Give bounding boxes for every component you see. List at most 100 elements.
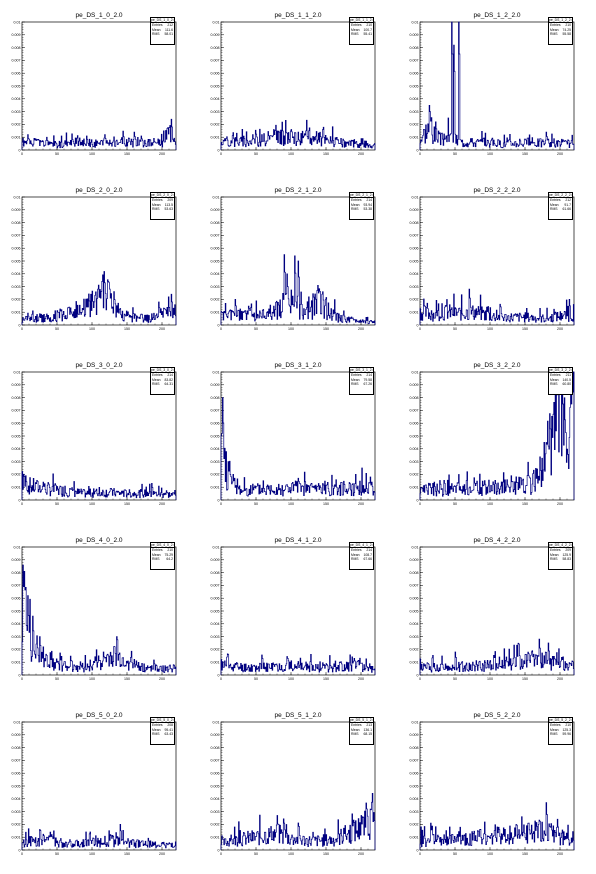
stats-value: 100.7 [363,27,373,32]
stats-value: 213 [366,723,372,728]
x-tick-label: 50 [254,852,258,856]
y-tick-label: 0.001 [12,486,21,490]
y-tick-label: 0.005 [211,784,220,788]
y-tick-label: 0.009 [211,733,220,737]
histogram-panel: pe_DS_3_1_2.0 0 0.001 0.002 0.003 0.004 0.005 0… [199,350,397,524]
stats-value: 113.5 [164,202,173,207]
y-tick-label: 0.007 [211,234,220,238]
y-tick-label: 0.005 [12,84,21,88]
x-tick-label: 50 [254,502,258,506]
stats-value: 208 [167,723,173,728]
y-tick-label: 0.005 [410,84,419,88]
y-tick-label: 0.008 [12,746,21,750]
x-tick-label: 200 [557,152,563,156]
histogram-series [419,802,575,850]
stats-title: pe_DS_2_0_2.0 [151,193,174,199]
stats-row-mean: Mean 93.94 [350,203,373,207]
chart-title: pe_DS_1_1_2.0 [274,12,322,19]
x-tick-label: 150 [323,677,329,681]
y-tick-label: 0 [218,848,220,852]
stats-value: 209 [167,198,173,203]
histogram-series [419,21,575,150]
y-tick-label: 0.01 [14,545,21,549]
stats-label: Entries [550,723,561,728]
histogram-series [21,564,177,675]
x-tick-label: 50 [254,327,258,331]
stats-value: 67.26 [363,381,373,386]
stats-value: 210 [565,723,571,728]
stats-value: 209 [565,548,571,553]
x-tick-label: 200 [159,327,165,331]
x-tick-label: 150 [124,152,130,156]
y-tick-label: 0.01 [412,20,419,24]
stats-value: 91.7 [564,202,571,207]
stats-label: Mean [550,202,559,207]
x-tick-label: 200 [159,677,165,681]
y-tick-label: 0.007 [410,409,419,413]
y-tick-label: 0.004 [211,622,220,626]
stats-row-mean: Mean 111.6 [151,28,174,32]
stats-label: RMS [152,381,160,386]
stats-value: 214 [366,548,372,553]
x-tick-label: 0 [220,502,222,506]
y-tick-label: 0.002 [12,823,21,827]
y-tick-label: 0.009 [12,733,21,737]
x-tick-label: 150 [124,502,130,506]
stats-row-mean: Mean 140.5 [549,378,572,382]
y-tick-label: 0.003 [410,460,419,464]
histogram-panel: pe_DS_1_2_2.0 0 0.001 0.002 0.003 0.004 0.005 0… [398,0,596,174]
stats-value: 59.96 [562,731,572,736]
y-tick-label: 0.004 [12,272,21,276]
x-tick-label: 100 [89,152,95,156]
stats-box: pe_DS_4_2_2.0 Entries 209 Mean 125.9 RMS 58.83 [548,542,573,570]
stats-row-entries: Entries 212 [549,198,572,202]
y-tick-label: 0.007 [211,59,220,63]
stats-value: 63.43 [164,731,174,736]
stats-row-rms: RMS 64.31 [151,382,174,386]
stats-row-entries: Entries 212 [151,23,174,27]
y-tick-label: 0.01 [14,720,21,724]
histogram-plot: 0 0.001 0.002 0.003 0.004 0.005 0.006 0.007 0.00… [211,545,376,681]
x-tick-label: 0 [220,152,222,156]
x-tick-label: 50 [55,852,59,856]
y-tick-label: 0.005 [211,609,220,613]
x-tick-label: 200 [557,327,563,331]
y-tick-label: 0.007 [410,234,419,238]
y-tick-label: 0 [417,673,419,677]
stats-box: pe_DS_3_2_2.0 Entries 211 Mean 140.5 RMS 60.80 [548,367,573,395]
y-tick-label: 0.001 [410,836,419,840]
y-tick-label: 0 [417,498,419,502]
y-tick-label: 0.004 [410,797,419,801]
x-tick-label: 200 [358,152,364,156]
stats-row-entries: Entries 209 [549,548,572,552]
histogram-series [21,118,177,150]
stats-value: 74.25 [562,27,572,32]
stats-row-mean: Mean 91.7 [549,203,572,207]
stats-title: pe_DS_4_2_2.0 [549,543,572,549]
stats-label: RMS [351,31,359,36]
stats-value: 140.5 [562,377,572,382]
stats-value: 58.01 [164,31,174,36]
y-tick-label: 0.003 [12,635,21,639]
y-tick-label: 0.007 [12,759,21,763]
x-tick-label: 100 [487,677,493,681]
histogram-series [21,824,177,850]
histogram-plot: 0 0.001 0.002 0.003 0.004 0.005 0.006 0.007 0.00… [12,720,177,856]
stats-label: Mean [351,27,360,32]
x-tick-label: 150 [522,852,528,856]
histogram-plot: 0 0.001 0.002 0.003 0.004 0.005 0.006 0.007 0.00… [410,720,575,856]
x-tick-label: 150 [323,152,329,156]
y-tick-label: 0.009 [211,33,220,37]
x-tick-label: 100 [288,152,294,156]
y-tick-label: 0 [417,148,419,152]
y-tick-label: 0.005 [211,259,220,263]
stats-row-entries: Entries 211 [549,373,572,377]
stats-title: pe_DS_2_2_2.0 [549,193,572,199]
x-tick-label: 0 [21,327,23,331]
x-tick-label: 0 [220,852,222,856]
histogram-panel: pe_DS_2_2_2.0 0 0.001 0.002 0.003 0.004 0.005 0… [398,175,596,349]
y-tick-label: 0.008 [410,396,419,400]
y-tick-label: 0.008 [12,221,21,225]
x-tick-label: 0 [419,677,421,681]
histogram-series [220,119,376,150]
